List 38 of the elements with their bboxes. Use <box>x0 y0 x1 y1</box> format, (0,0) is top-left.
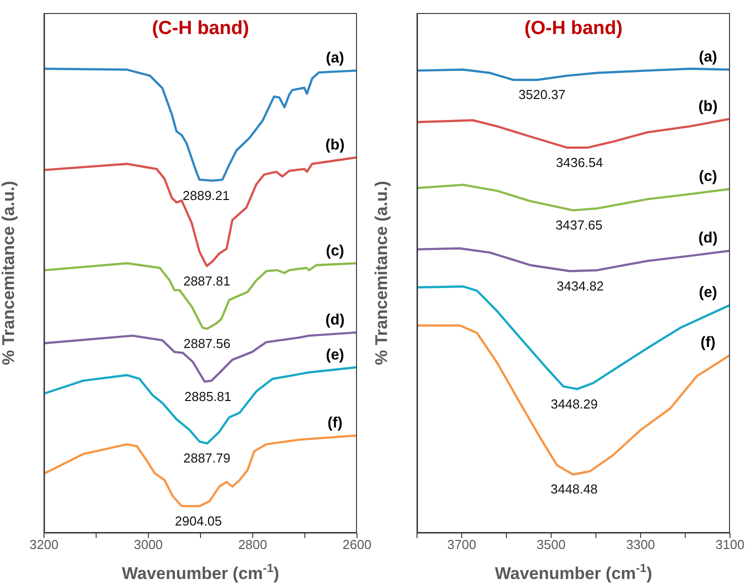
x-tick-label: 3200 <box>30 537 58 552</box>
annotation: 2885.81 <box>184 388 232 404</box>
annotation: 2887.81 <box>183 273 230 288</box>
annotation: 2887.79 <box>183 450 230 466</box>
x-tick-label: 2600 <box>342 537 372 552</box>
annotation: 2904.05 <box>174 513 222 528</box>
x-tick-label: 3000 <box>134 537 163 552</box>
series-label: (a) <box>326 50 344 67</box>
annotation: 2889.21 <box>182 188 230 203</box>
x-tick-label: 2800 <box>238 537 268 552</box>
series-label: (d) <box>325 311 345 328</box>
annotation: 3434.82 <box>556 278 604 294</box>
annotation: 3448.29 <box>550 396 598 412</box>
annotation: 3436.54 <box>556 154 604 170</box>
x-tick-label: 3700 <box>447 537 476 552</box>
series-label: (b) <box>325 136 345 154</box>
series-label: (c) <box>698 168 718 185</box>
x-tick-label: 3100 <box>716 537 744 552</box>
y-axis-title: % Trancemitance (a.u.) <box>0 180 18 366</box>
chart-title: (C-H band) <box>150 18 250 40</box>
x-tick-label: 3500 <box>536 537 566 552</box>
series-label: (c) <box>326 242 344 260</box>
annotation: 2887.56 <box>183 336 230 351</box>
annotation: 3520.37 <box>518 87 566 102</box>
annotation: 3437.65 <box>556 218 603 233</box>
series-label: (f) <box>328 414 342 432</box>
series-label: (e) <box>698 284 718 302</box>
x-tick-label: 3300 <box>626 537 656 552</box>
series-label: (a) <box>698 48 718 66</box>
x-axis-title: Wavenumber (cm$^{-1}$) <box>122 561 280 583</box>
series-label: (e) <box>326 346 344 364</box>
series-label: (b) <box>698 98 718 115</box>
chart-title: (O-H band) <box>523 18 624 40</box>
y-axis-title: % Trancemitance (a.u.) <box>372 180 391 366</box>
series-label: (f) <box>700 334 716 352</box>
series-label: (d) <box>698 230 718 247</box>
x-axis-title: Wavenumber (cm$^{-1}$) <box>494 561 652 583</box>
annotation: 3448.48 <box>550 482 598 497</box>
